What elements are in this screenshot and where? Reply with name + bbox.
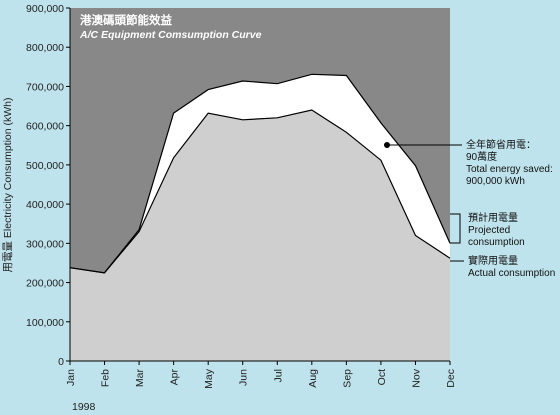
y-tick-label: 900,000 bbox=[26, 3, 64, 15]
savings-value-zh: 90萬度 bbox=[466, 150, 497, 163]
y-ticks: 0 100,000 200,000 300,000 400,000 500,000 600,… bbox=[26, 3, 70, 368]
y-tick-label: 300,000 bbox=[26, 238, 64, 250]
savings-value-en: 900,000 kWh bbox=[466, 176, 525, 187]
y-tick-label: 500,000 bbox=[26, 160, 64, 172]
projected-consumption-line bbox=[69, 73, 451, 274]
x-tick-label: Jan bbox=[65, 369, 77, 386]
y-tick-label: 400,000 bbox=[26, 199, 64, 211]
x-tick-label: Jul bbox=[272, 369, 284, 382]
x-tick-label: Nov bbox=[410, 368, 422, 387]
savings-label-zh: 全年節省用電： bbox=[466, 138, 536, 151]
y-axis-label: 用電量 Electricity Consumption (kWh) bbox=[2, 97, 14, 272]
y-tick-label: 0 bbox=[58, 356, 64, 368]
x-tick-label: Sep bbox=[341, 369, 353, 388]
actual-consumption-line bbox=[69, 109, 451, 274]
chart-title-chinese: 港澳碼頭節能效益 bbox=[80, 13, 172, 27]
x-tick-label: Apr bbox=[169, 369, 181, 386]
y-tick-label: 600,000 bbox=[26, 121, 64, 133]
x-tick-label: May bbox=[203, 368, 215, 389]
actual-label-en: Actual consumption bbox=[468, 268, 555, 279]
x-tick-label: Feb bbox=[100, 369, 112, 387]
projected-label-en-1: Projected bbox=[468, 225, 510, 236]
x-tick-label: Oct bbox=[376, 369, 388, 385]
projected-label-en-2: consumption bbox=[468, 237, 525, 248]
chart-title-english: A/C Equipment Comsumption Curve bbox=[79, 29, 262, 41]
x-ticks: Jan Feb Mar Apr May Jun Jul Aug Sep Oct Nov Dec bbox=[65, 361, 457, 389]
y-tick-label: 100,000 bbox=[26, 317, 64, 329]
y-tick-label: 200,000 bbox=[26, 278, 64, 290]
actual-consumption-area bbox=[70, 110, 450, 361]
savings-label-en: Total energy saved: bbox=[466, 164, 553, 175]
year-label: 1998 bbox=[72, 401, 96, 413]
projected-label-zh: 預計用電量 bbox=[468, 211, 518, 224]
x-tick-label: Jun bbox=[238, 369, 250, 386]
projected-leader-line bbox=[450, 213, 461, 244]
actual-label-zh: 實際用電量 bbox=[468, 254, 518, 267]
x-tick-label: Dec bbox=[445, 369, 457, 388]
x-tick-label: Aug bbox=[307, 369, 319, 388]
y-tick-label: 800,000 bbox=[26, 42, 64, 54]
y-tick-label: 700,000 bbox=[26, 81, 64, 93]
x-tick-label: Mar bbox=[134, 369, 146, 388]
